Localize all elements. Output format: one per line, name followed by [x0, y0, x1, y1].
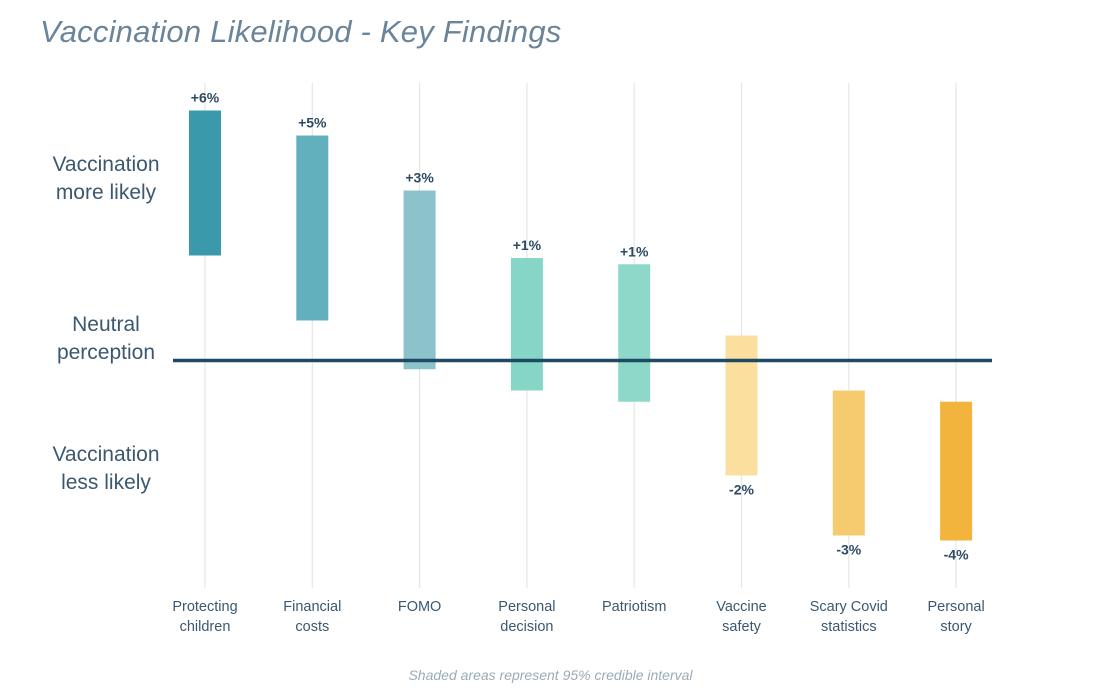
value-label: -4%	[944, 547, 969, 563]
y-label-neutral: Neutral perception	[31, 311, 181, 367]
y-label-neutral-line2: perception	[56, 341, 156, 364]
interval-bar	[618, 264, 651, 402]
interval-bar	[725, 335, 758, 476]
y-label-more-likely-line1: Vaccination	[52, 153, 160, 176]
category-label: Financial costs	[283, 599, 341, 635]
interval-bar	[296, 135, 329, 321]
category-label: FOMO	[398, 599, 442, 615]
value-label: +1%	[513, 237, 542, 253]
interval-bar	[189, 110, 221, 256]
category-label: Vaccine safety	[716, 599, 767, 635]
y-label-less-likely: Vaccination less likely	[31, 441, 181, 497]
y-label-more-likely-line2: more likely	[55, 181, 157, 204]
interval-bar	[940, 401, 973, 541]
y-label-less-likely-line1: Vaccination	[52, 443, 160, 466]
category-label: Personal decision	[498, 599, 555, 635]
value-label: +5%	[298, 115, 327, 131]
chart-title: Vaccination Likelihood - Key Findings	[40, 14, 562, 49]
y-label-less-likely-line2: less likely	[61, 471, 151, 494]
category-label: Protecting children	[172, 599, 237, 635]
category-label: Patriotism	[602, 599, 666, 615]
value-label: -3%	[836, 542, 861, 558]
category-label: Scary Covid statistics	[810, 599, 888, 635]
value-label: +6%	[191, 90, 220, 106]
value-label: +1%	[620, 243, 649, 259]
category-label: Personal story	[927, 599, 984, 635]
y-label-neutral-line1: Neutral	[72, 313, 140, 336]
interval-bar	[832, 390, 865, 536]
value-label: -2%	[729, 482, 754, 498]
y-label-more-likely: Vaccination more likely	[31, 151, 181, 207]
interval-bar	[403, 190, 436, 370]
value-label: +3%	[405, 170, 434, 186]
interval-bar	[510, 258, 543, 391]
footnote: Shaded areas represent 95% credible inte…	[408, 667, 693, 683]
